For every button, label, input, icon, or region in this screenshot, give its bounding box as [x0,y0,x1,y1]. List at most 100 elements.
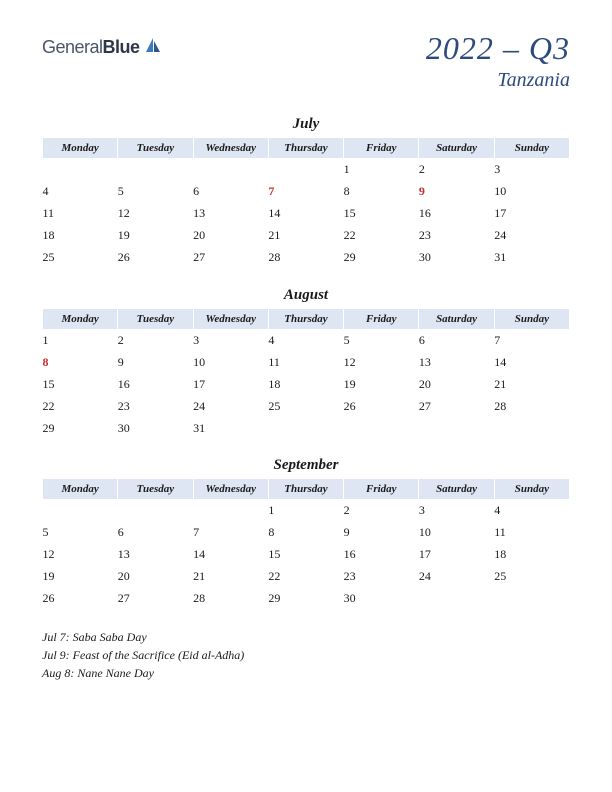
calendar-cell: 12 [118,203,193,225]
calendar-cell [193,500,268,522]
calendar-cell: 3 [193,329,268,351]
calendar-table: MondayTuesdayWednesdayThursdayFridaySatu… [42,308,570,440]
calendar-cell: 6 [193,181,268,203]
calendar-cell: 8 [43,351,118,373]
calendar-cell: 6 [118,522,193,544]
calendar-cell: 4 [268,329,343,351]
calendar-cell: 23 [419,225,494,247]
calendar-cell: 11 [494,522,569,544]
calendar-cell: 27 [419,395,494,417]
calendar-cell: 29 [268,588,343,610]
calendar-row: 11121314151617 [43,203,570,225]
calendar-cell: 16 [344,544,419,566]
day-header: Saturday [419,479,494,500]
calendar-cell: 13 [419,351,494,373]
calendar-cell: 13 [193,203,268,225]
calendar-cell: 29 [43,417,118,439]
calendar-cell: 4 [494,500,569,522]
calendar-cell: 14 [268,203,343,225]
calendar-cell: 25 [494,566,569,588]
calendar-cell: 8 [344,181,419,203]
calendar-cell: 31 [494,247,569,269]
month-block: JulyMondayTuesdayWednesdayThursdayFriday… [42,116,570,269]
calendar-cell: 15 [43,373,118,395]
day-header: Saturday [419,138,494,159]
calendar-cell: 20 [118,566,193,588]
calendar-cell: 5 [43,522,118,544]
holiday-list: Jul 7: Saba Saba DayJul 9: Feast of the … [42,628,570,682]
quarter-title: 2022 – Q3 [426,30,570,67]
day-header: Tuesday [118,308,193,329]
calendar-cell: 18 [43,225,118,247]
calendar-cell: 11 [268,351,343,373]
month-name: July [42,116,570,133]
day-header: Saturday [419,308,494,329]
calendar-cell: 1 [344,159,419,181]
calendar-cell: 28 [268,247,343,269]
calendar-row: 15161718192021 [43,373,570,395]
calendar-cell: 30 [344,588,419,610]
calendar-row: 2627282930 [43,588,570,610]
calendar-cell [419,417,494,439]
calendar-cell: 5 [344,329,419,351]
day-header: Monday [43,479,118,500]
calendar-row: 19202122232425 [43,566,570,588]
calendar-row: 12131415161718 [43,544,570,566]
day-header: Friday [344,308,419,329]
holiday-entry: Aug 8: Nane Nane Day [42,664,570,682]
holiday-entry: Jul 7: Saba Saba Day [42,628,570,646]
calendar-row: 891011121314 [43,351,570,373]
calendar-cell: 19 [344,373,419,395]
calendar-cell: 13 [118,544,193,566]
calendar-cell: 7 [268,181,343,203]
calendar-cell: 28 [494,395,569,417]
sail-icon [144,36,162,59]
calendar-cell: 4 [43,181,118,203]
calendar-cell [43,500,118,522]
calendar-cell: 23 [344,566,419,588]
calendar-cell: 21 [494,373,569,395]
title-block: 2022 – Q3 Tanzania [426,30,570,92]
calendar-cell: 18 [494,544,569,566]
calendar-cell: 8 [268,522,343,544]
calendar-cell: 10 [494,181,569,203]
calendar-row: 25262728293031 [43,247,570,269]
month-name: September [42,457,570,474]
calendar-cell: 21 [268,225,343,247]
calendar-cell: 11 [43,203,118,225]
calendar-cell: 12 [344,351,419,373]
calendar-cell: 9 [344,522,419,544]
calendar-cell: 25 [43,247,118,269]
logo: GeneralBlue [42,36,162,59]
calendar-cell: 14 [494,351,569,373]
day-header: Wednesday [193,138,268,159]
calendar-cell [43,159,118,181]
calendar-row: 22232425262728 [43,395,570,417]
calendar-cell: 20 [419,373,494,395]
calendar-cell: 10 [193,351,268,373]
calendar-cell: 18 [268,373,343,395]
calendar-cell: 29 [344,247,419,269]
calendar-cell: 26 [344,395,419,417]
month-name: August [42,287,570,304]
calendar-cell: 30 [118,417,193,439]
calendar-row: 18192021222324 [43,225,570,247]
day-header: Thursday [268,138,343,159]
calendar-cell: 9 [419,181,494,203]
calendar-row: 123 [43,159,570,181]
calendar-cell [268,417,343,439]
day-header: Wednesday [193,308,268,329]
calendar-cell: 20 [193,225,268,247]
calendar-cell: 14 [193,544,268,566]
calendar-cell: 31 [193,417,268,439]
calendar-cell [118,159,193,181]
calendar-cell: 27 [118,588,193,610]
calendar-cell: 24 [494,225,569,247]
country-title: Tanzania [426,69,570,92]
day-header: Sunday [494,479,569,500]
calendar-cell: 16 [419,203,494,225]
day-header: Thursday [268,479,343,500]
calendar-cell: 23 [118,395,193,417]
calendar-cell [118,500,193,522]
calendar-cell: 25 [268,395,343,417]
